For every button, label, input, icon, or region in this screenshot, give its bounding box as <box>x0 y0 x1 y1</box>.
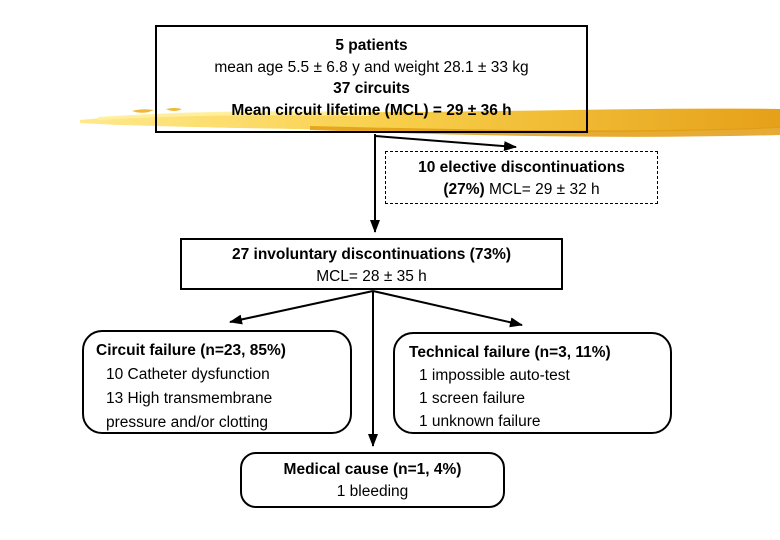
brush-dab-1 <box>132 109 154 113</box>
elective-discontinuations-box: 10 elective discontinuations (27%) MCL= … <box>385 151 658 204</box>
technical-failure-item: 1 screen failure <box>419 390 525 407</box>
arrow-involuntary-to-circuit <box>229 290 374 325</box>
circuit-failure-item: 13 High transmembrane <box>106 390 273 407</box>
technical-failure-item: 1 unknown failure <box>419 413 541 430</box>
medical-cause-title: Medical cause (n=1, 4%) <box>283 461 462 478</box>
arrow-involuntary-to-technical <box>372 290 523 328</box>
elective-mcl: MCL= 29 ± 32 h <box>484 180 600 198</box>
elective-percent: (27%) <box>443 180 485 198</box>
technical-failure-title: Technical failure (n=3, 11%) <box>409 344 611 361</box>
elective-stats: (27%) MCL= 29 ± 32 h <box>386 179 657 201</box>
technical-failure-box: Technical failure (n=3, 11%) 1 impossibl… <box>393 332 672 434</box>
circuit-failure-title: Circuit failure (n=23, 85%) <box>96 342 286 359</box>
circuit-failure-item: 10 Catheter dysfunction <box>106 366 270 383</box>
circuits-count: 37 circuits <box>333 80 410 97</box>
technical-failure-item: 1 impossible auto-test <box>419 367 570 384</box>
medical-cause-item: 1 bleeding <box>336 482 409 500</box>
patients-count: 5 patients <box>335 37 408 54</box>
involuntary-discontinuations-box: 27 involuntary discontinuations (73%) MC… <box>180 238 563 290</box>
medical-cause-box: Medical cause (n=1, 4%) 1 bleeding <box>240 452 505 508</box>
brush-highlight <box>98 111 370 120</box>
involuntary-mcl: MCL= 28 ± 35 h <box>316 267 427 285</box>
mean-circuit-lifetime: Mean circuit lifetime (MCL) = 29 ± 36 h <box>231 101 512 119</box>
arrow-top-to-elective <box>374 135 517 152</box>
patients-age-weight: mean age 5.5 ± 6.8 y and weight 28.1 ± 3… <box>214 58 529 76</box>
elective-title: 10 elective discontinuations <box>418 159 625 176</box>
brush-dab-2 <box>166 108 182 111</box>
patients-summary-box: 5 patients mean age 5.5 ± 6.8 y and weig… <box>155 25 588 133</box>
circuit-failure-box: Circuit failure (n=23, 85%) 10 Catheter … <box>82 330 352 434</box>
circuit-failure-item: pressure and/or clotting <box>106 414 268 431</box>
involuntary-title: 27 involuntary discontinuations (73%) <box>231 246 512 263</box>
